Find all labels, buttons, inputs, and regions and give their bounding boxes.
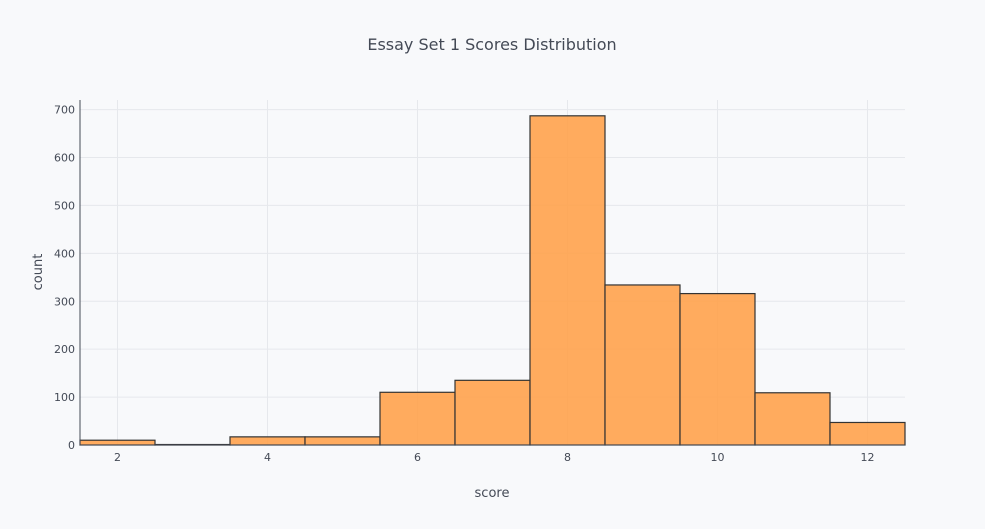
y-tick-labels: 0 100 200 300 400 500 600 700 xyxy=(54,104,75,452)
y-tick-label: 100 xyxy=(54,391,75,404)
y-tick-label: 500 xyxy=(54,199,75,212)
x-tick-labels: 2 4 6 8 10 12 xyxy=(114,451,875,464)
y-tick-label: 200 xyxy=(54,343,75,356)
y-tick-label: 0 xyxy=(68,439,75,452)
histogram-bar[interactable] xyxy=(379,391,456,446)
x-tick-label: 4 xyxy=(264,451,271,464)
histogram-bar[interactable] xyxy=(229,436,306,446)
y-axis-title: count xyxy=(31,254,46,291)
histogram-bar[interactable] xyxy=(529,115,606,446)
y-tick-label: 700 xyxy=(54,104,75,117)
x-tick-label: 10 xyxy=(711,451,725,464)
histogram-bar[interactable] xyxy=(604,284,681,446)
histogram-bar[interactable] xyxy=(304,436,381,446)
x-axis-title: score xyxy=(475,486,510,501)
y-tick-label: 300 xyxy=(54,295,75,308)
y-tick-label: 400 xyxy=(54,247,75,260)
x-tick-label: 6 xyxy=(414,451,421,464)
histogram-bar[interactable] xyxy=(679,292,756,446)
grid xyxy=(80,100,905,445)
y-tick-label: 600 xyxy=(54,152,75,165)
chart-title: Essay Set 1 Scores Distribution xyxy=(367,35,616,54)
histogram-bar[interactable] xyxy=(829,421,906,446)
x-tick-label: 12 xyxy=(861,451,875,464)
histogram-bar[interactable] xyxy=(79,439,156,446)
histogram-bar[interactable] xyxy=(754,392,831,446)
bars xyxy=(79,115,906,446)
histogram-bar[interactable] xyxy=(454,379,531,446)
x-tick-label: 2 xyxy=(114,451,121,464)
x-tick-label: 8 xyxy=(564,451,571,464)
axes xyxy=(79,100,905,446)
